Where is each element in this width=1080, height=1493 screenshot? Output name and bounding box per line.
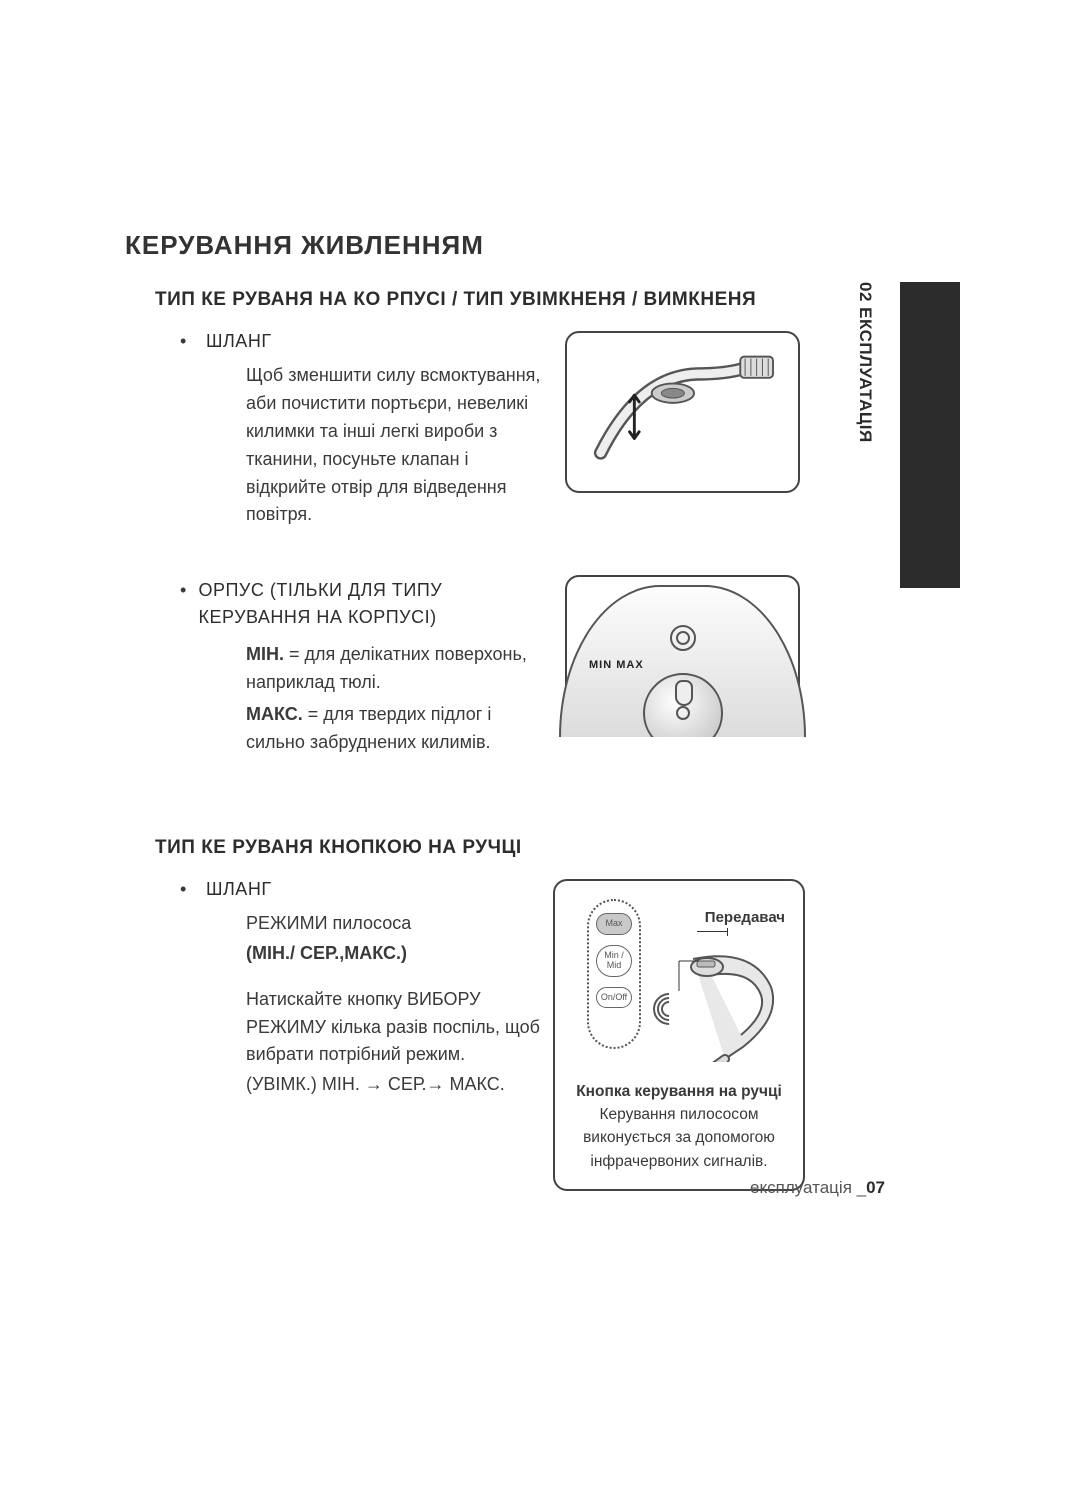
section1-heading: ТИП КЕ РУВАНЯ НА КО РПУСІ / ТИП УВІМКНЕН… (155, 289, 960, 311)
section1-body-row: • ОРПУС (ТІЛЬКИ ДЛЯ ТИПУ КЕРУВАННЯ НА КО… (125, 577, 960, 757)
figure-hose (565, 331, 800, 493)
section2-hose-label: ШЛАНГ (206, 879, 272, 900)
page-footer: експлуатація _07 (750, 1178, 885, 1198)
section1-hose-paragraph: Щоб зменшити силу всмоктування, аби почи… (246, 362, 545, 529)
section1-max-line: МАКС. = для твердих підлог і сильно забр… (246, 701, 545, 757)
minmax-label: MIN MAX (589, 659, 644, 671)
section2-seq: (УВІМК.) МІН. → СЕР.→ МАКС. (246, 1071, 545, 1099)
section1-hose-label: ШЛАНГ (206, 331, 272, 352)
power-knob-icon (643, 673, 723, 737)
page-number: 07 (866, 1178, 885, 1197)
hose-illustration (581, 347, 784, 477)
section-tab-label: 02 ЕКСПЛУАТАЦІЯ (855, 282, 875, 443)
min-text: = для делікатних поверхонь, наприклад тю… (246, 644, 527, 692)
remote-control-icon: Max Min / Mid On/Off (587, 899, 641, 1049)
section2-line1: РЕЖИМИ пилососа (246, 910, 545, 938)
section2-text: • ШЛАНГ РЕЖИМИ пилососа (МІН./ СЕР.,МАКС… (125, 879, 545, 1099)
remote-onoff-button: On/Off (596, 987, 632, 1009)
caption-body: Керування пилососом виконується за допом… (569, 1103, 789, 1173)
section2-row: • ШЛАНГ РЕЖИМИ пилососа (МІН./ СЕР.,МАКС… (125, 879, 960, 1191)
callout-line (697, 931, 727, 932)
section-tab-bar (900, 282, 960, 588)
remote-mid-button: Min / Mid (596, 945, 632, 977)
vacuum-body-illustration: MIN MAX (559, 585, 806, 737)
section2: ТИП КЕ РУВАНЯ КНОПКОЮ НА РУЧЦІ • ШЛАНГ Р… (125, 837, 960, 1191)
dial-icon (670, 625, 696, 651)
section1-body-text: • ОРПУС (ТІЛЬКИ ДЛЯ ТИПУ КЕРУВАННЯ НА КО… (125, 577, 545, 757)
section2-para: Натискайте кнопку ВИБОРУ РЕЖИМУ кілька р… (246, 986, 545, 1070)
transmitter-label: Передавач (705, 909, 785, 926)
section1-min-line: МІН. = для делікатних поверхонь, наприкл… (246, 641, 545, 697)
section1-hose-row: • ШЛАНГ Щоб зменшити силу всмоктування, … (125, 331, 960, 529)
bullet-icon: • (180, 581, 198, 599)
section1-hose-text: • ШЛАНГ Щоб зменшити силу всмоктування, … (125, 331, 545, 529)
page-title: КЕРУВАННЯ ЖИВЛЕННЯМ (125, 230, 960, 261)
bullet-icon: • (180, 880, 206, 898)
figure-body: MIN MAX (565, 543, 800, 737)
footer-text: експлуатація _ (750, 1178, 866, 1197)
caption-title: Кнопка керування на ручці (569, 1080, 789, 1103)
section2-line2: (МІН./ СЕР.,МАКС.) (246, 940, 545, 968)
remote-max-button: Max (596, 913, 632, 935)
figure-caption: Кнопка керування на ручці Керування пило… (569, 1080, 789, 1173)
max-label: МАКС. (246, 704, 303, 724)
manual-page: 02 ЕКСПЛУАТАЦІЯ КЕРУВАННЯ ЖИВЛЕННЯМ ТИП … (0, 0, 1080, 1493)
figure-handle-control: Max Min / Mid On/Off Передавач (553, 879, 805, 1191)
handle-illustration (663, 947, 783, 1062)
bullet-icon: • (180, 332, 206, 350)
section2-heading: ТИП КЕ РУВАНЯ КНОПКОЮ НА РУЧЦІ (155, 837, 960, 859)
section1-body-label: ОРПУС (ТІЛЬКИ ДЛЯ ТИПУ КЕРУВАННЯ НА КОРП… (198, 577, 545, 631)
min-label: МІН. (246, 644, 284, 664)
